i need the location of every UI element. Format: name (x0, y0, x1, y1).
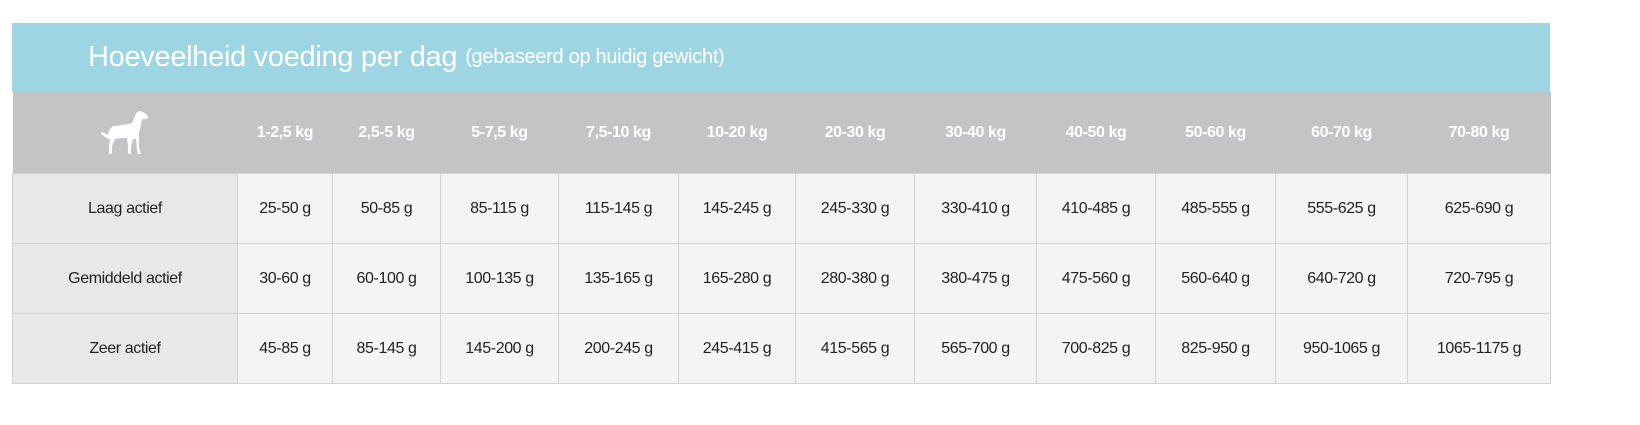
row-label-activity: Zeer actief (12, 313, 238, 384)
table-cell-amount: 475-560 g (1036, 243, 1156, 314)
column-header-weight: 10-20 kg (678, 92, 796, 174)
dog-icon (101, 110, 148, 154)
table-cell-amount: 485-555 g (1155, 173, 1276, 244)
row-label-activity: Gemiddeld actief (12, 243, 238, 314)
table-cell-amount: 565-700 g (914, 313, 1037, 384)
column-header-weight: 30-40 kg (914, 92, 1037, 174)
table-cell-amount: 950-1065 g (1275, 313, 1408, 384)
table-cell-amount: 415-565 g (795, 313, 915, 384)
column-header-weight: 1-2,5 kg (237, 92, 333, 174)
table-cell-amount: 555-625 g (1275, 173, 1408, 244)
column-header-weight: 7,5-10 kg (558, 92, 679, 174)
table-cell-amount: 50-85 g (332, 173, 441, 244)
column-header-weight: 60-70 kg (1275, 92, 1408, 174)
table-cell-amount: 145-200 g (440, 313, 559, 384)
table-cell-amount: 85-115 g (440, 173, 559, 244)
table-cell-amount: 45-85 g (237, 313, 333, 384)
column-header-weight: 2,5-5 kg (332, 92, 441, 174)
column-header-weight: 50-60 kg (1155, 92, 1276, 174)
table-cell-amount: 245-330 g (795, 173, 915, 244)
table-row: Zeer actief 45-85 g 85-145 g 145-200 g 200-2… (12, 313, 1551, 384)
table-cell-amount: 625-690 g (1407, 173, 1551, 244)
feeding-table: 1-2,5 kg 2,5-5 kg 5-7,5 kg 7,5-10 kg 10-20 k… (12, 92, 1551, 384)
table-cell-amount: 280-380 g (795, 243, 915, 314)
table-cell-amount: 25-50 g (237, 173, 333, 244)
header-row: 1-2,5 kg 2,5-5 kg 5-7,5 kg 7,5-10 kg 10-20 k… (12, 92, 1551, 174)
table-cell-amount: 85-145 g (332, 313, 441, 384)
table-cell-amount: 560-640 g (1155, 243, 1276, 314)
dog-icon-cell (12, 92, 238, 174)
table-cell-amount: 410-485 g (1036, 173, 1156, 244)
table-cell-amount: 145-245 g (678, 173, 796, 244)
row-label-activity: Laag actief (12, 173, 238, 244)
column-header-weight: 40-50 kg (1036, 92, 1156, 174)
table-cell-amount: 1065-1175 g (1407, 313, 1551, 384)
column-header-weight: 70-80 kg (1407, 92, 1551, 174)
column-header-weight: 20-30 kg (795, 92, 915, 174)
table-title: Hoeveelheid voeding per dag (gebaseerd o… (12, 23, 1550, 92)
table-row: Laag actief 25-50 g 50-85 g 85-115 g 115-145… (12, 173, 1551, 244)
table-cell-amount: 640-720 g (1275, 243, 1408, 314)
table-cell-amount: 200-245 g (558, 313, 679, 384)
table-row: Gemiddeld actief 30-60 g 60-100 g 100-135 g… (12, 243, 1551, 314)
table-cell-amount: 165-280 g (678, 243, 796, 314)
table-cell-amount: 115-145 g (558, 173, 679, 244)
table-cell-amount: 60-100 g (332, 243, 441, 314)
table-cell-amount: 30-60 g (237, 243, 333, 314)
title-subtitle: (gebaseerd op huidig gewicht) (465, 46, 725, 68)
table-cell-amount: 135-165 g (558, 243, 679, 314)
title-main: Hoeveelheid voeding per dag (88, 41, 458, 73)
table-cell-amount: 380-475 g (914, 243, 1037, 314)
table-cell-amount: 245-415 g (678, 313, 796, 384)
table-cell-amount: 720-795 g (1407, 243, 1551, 314)
column-header-weight: 5-7,5 kg (440, 92, 559, 174)
table-cell-amount: 825-950 g (1155, 313, 1276, 384)
feeding-table-panel: Hoeveelheid voeding per dag (gebaseerd o… (12, 23, 1551, 384)
table-cell-amount: 700-825 g (1036, 313, 1156, 384)
table-cell-amount: 100-135 g (440, 243, 559, 314)
table-cell-amount: 330-410 g (914, 173, 1037, 244)
